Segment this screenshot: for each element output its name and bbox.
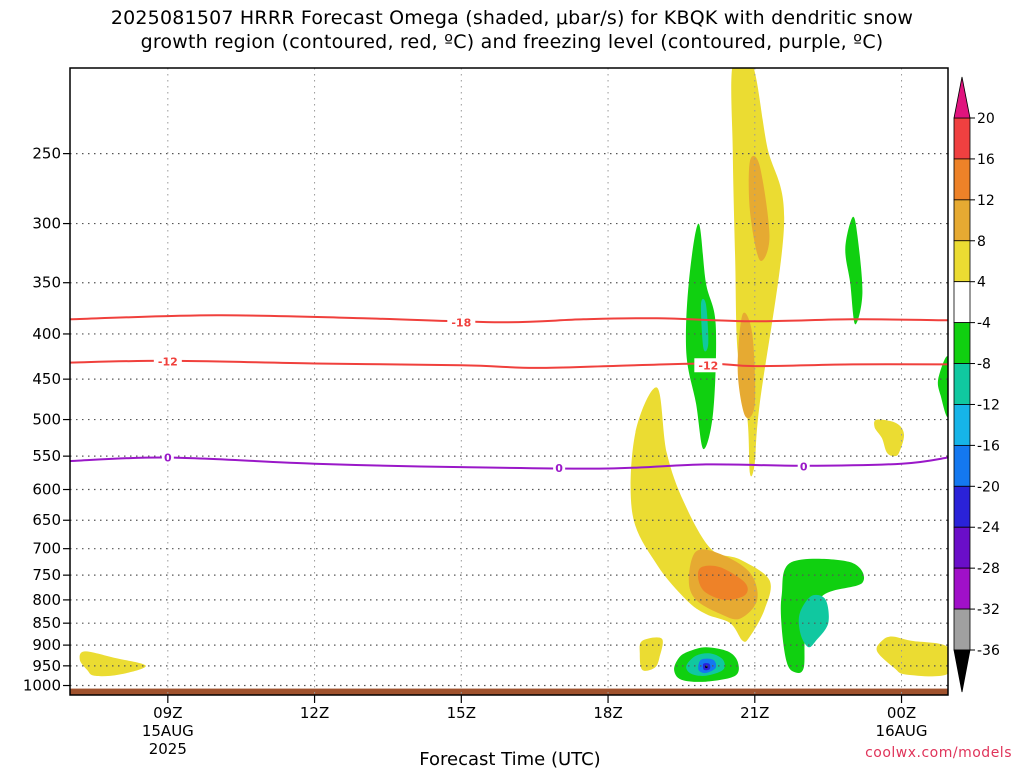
colorbar-bin--36_-32 bbox=[953, 608, 971, 651]
x-tick-label-21: 21Z bbox=[740, 704, 769, 722]
x-tick-year-9: 2025 bbox=[149, 740, 187, 758]
chart-title-line-2: growth region (contoured, red, ºC) and f… bbox=[140, 31, 884, 53]
colorbar-bin--4_4 bbox=[953, 281, 971, 324]
contour-label-bg-2 bbox=[694, 358, 723, 373]
omega-region-1 bbox=[748, 155, 770, 261]
x-tick-date-9: 15AUG bbox=[142, 722, 194, 740]
colorbar-bin--8_-4 bbox=[953, 322, 971, 364]
colorbar-bin--12_-8 bbox=[953, 363, 971, 405]
colorbar-bin-8_12 bbox=[953, 199, 971, 242]
contour-label-4: 0 bbox=[555, 462, 563, 475]
chart-title-line-1: 2025081507 HRRR Forecast Omega (shaded, … bbox=[110, 7, 914, 29]
colorbar-bottom-arrow bbox=[953, 649, 971, 693]
omega-region-11 bbox=[700, 298, 709, 352]
contour-label-1: -12 bbox=[158, 356, 178, 369]
contour-line-0 bbox=[70, 314, 948, 324]
y-tick-label-1000: 1000 bbox=[23, 677, 61, 695]
ground-layer bbox=[70, 688, 948, 695]
colorbar-bin--28_-24 bbox=[953, 526, 971, 569]
contour-line-1 bbox=[70, 359, 948, 369]
colorbar-top-arrow bbox=[953, 76, 971, 119]
omega-region-12 bbox=[845, 216, 863, 325]
colorbar-bin--24_-20 bbox=[953, 485, 971, 528]
omega-region-5 bbox=[697, 565, 748, 600]
colorbar-label-2: 12 bbox=[977, 193, 995, 209]
colorbar-bin--32_-28 bbox=[953, 567, 971, 610]
contour-label-5: 0 bbox=[800, 460, 808, 473]
omega-region-9 bbox=[639, 637, 663, 671]
y-tick-label-350: 350 bbox=[32, 274, 61, 292]
contour-label-bg-3 bbox=[161, 450, 174, 465]
y-tick-label-650: 650 bbox=[32, 511, 61, 529]
colorbar-label-8: -16 bbox=[977, 438, 1000, 454]
omega-region-8 bbox=[876, 636, 948, 677]
y-tick-label-950: 950 bbox=[32, 657, 61, 675]
x-tick-label-12: 12Z bbox=[300, 704, 329, 722]
y-tick-label-250: 250 bbox=[32, 145, 61, 163]
y-tick-label-600: 600 bbox=[32, 481, 61, 499]
colorbar-label-1: 16 bbox=[977, 152, 995, 168]
omega-region-10 bbox=[685, 223, 717, 450]
y-tick-label-700: 700 bbox=[32, 540, 61, 558]
grid-lines bbox=[70, 68, 948, 695]
colorbar-label-13: -36 bbox=[977, 643, 1000, 659]
y-axis: 250 300 350 400 450 500 550 600 650 700 750 800 850 9… bbox=[23, 145, 70, 695]
omega-region-13 bbox=[937, 356, 948, 417]
plot-frame bbox=[69, 67, 949, 696]
x-tick-date-24: 16AUG bbox=[876, 722, 928, 740]
y-tick-label-400: 400 bbox=[32, 325, 61, 343]
omega-region-14 bbox=[780, 558, 865, 674]
colorbar-bin--16_-12 bbox=[953, 404, 971, 446]
y-tick-label-500: 500 bbox=[32, 411, 61, 429]
y-tick-label-300: 300 bbox=[32, 215, 61, 233]
x-axis-label: Forecast Time (UTC) bbox=[419, 749, 600, 768]
colorbar-label-0: 20 bbox=[977, 111, 995, 127]
ground-fill bbox=[70, 688, 948, 695]
y-tick-label-900: 900 bbox=[32, 636, 61, 654]
colorbar-label-6: -8 bbox=[977, 357, 991, 373]
colorbar-label-9: -20 bbox=[977, 479, 1000, 495]
contour-label-bg-0 bbox=[447, 315, 476, 330]
colorbar-label-7: -12 bbox=[977, 397, 1000, 413]
y-tick-label-550: 550 bbox=[32, 447, 61, 465]
colorbar: 20 16 12 8 4 -4 -8 -12 -16 -20 -24 -28 -32 -36 bbox=[953, 76, 1000, 693]
y-tick-label-450: 450 bbox=[32, 370, 61, 388]
contour-label-bg-4 bbox=[553, 460, 566, 475]
colorbar-label-11: -28 bbox=[977, 561, 1000, 577]
y-tick-label-850: 850 bbox=[32, 614, 61, 632]
omega-regions bbox=[79, 68, 948, 682]
colorbar-label-10: -24 bbox=[977, 520, 1000, 536]
y-tick-label-750: 750 bbox=[32, 566, 61, 584]
contour-labels: -18 -12 -12 0 0 0 bbox=[153, 315, 810, 475]
colorbar-label-12: -32 bbox=[977, 602, 1000, 618]
colorbar-bin-12_16 bbox=[953, 158, 971, 201]
colorbar-label-4: 4 bbox=[977, 275, 986, 291]
x-tick-label-24: 00Z bbox=[887, 704, 916, 722]
colorbar-bin--20_-16 bbox=[953, 444, 971, 487]
colorbar-label-5: -4 bbox=[977, 316, 991, 332]
x-tick-label-15: 15Z bbox=[447, 704, 476, 722]
contour-label-3: 0 bbox=[164, 452, 172, 465]
colorbar-bin-16_20 bbox=[953, 117, 971, 160]
x-tick-label-18: 18Z bbox=[593, 704, 622, 722]
colorbar-label-3: 8 bbox=[977, 234, 986, 250]
omega-region-6 bbox=[874, 419, 905, 457]
omega-region-15 bbox=[798, 594, 829, 648]
y-tick-label-800: 800 bbox=[32, 591, 61, 609]
colorbar-bin-4_8 bbox=[953, 240, 971, 283]
contour-label-bg-1 bbox=[153, 354, 182, 369]
credit-text: coolwx.com/models bbox=[865, 745, 1012, 761]
omega-region-7 bbox=[79, 651, 146, 677]
x-tick-label-9: 09Z bbox=[153, 704, 182, 722]
contour-label-2: -12 bbox=[698, 359, 718, 372]
contour-label-0: -18 bbox=[451, 316, 471, 329]
contour-label-bg-5 bbox=[797, 459, 810, 474]
chart-title: 2025081507 HRRR Forecast Omega (shaded, … bbox=[0, 6, 1024, 54]
